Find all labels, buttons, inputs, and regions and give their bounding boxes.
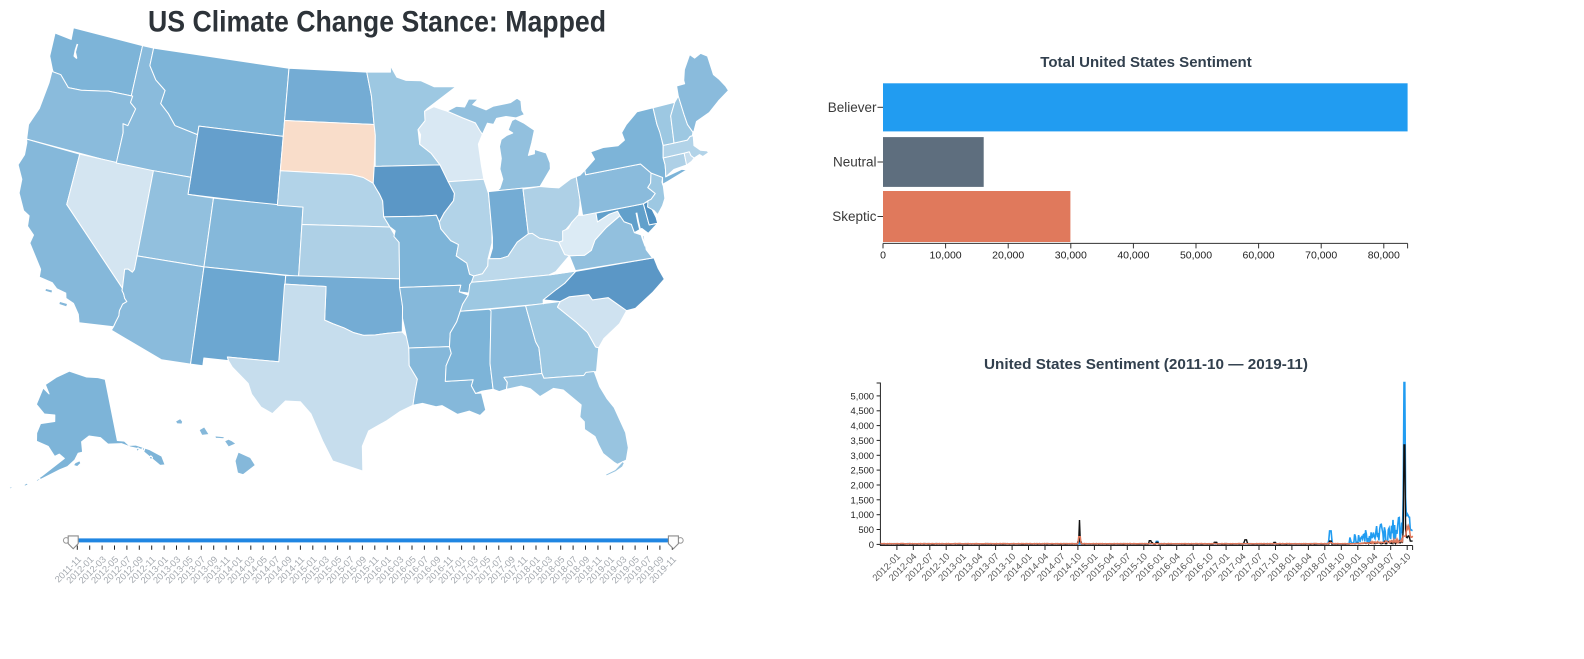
- svg-text:Neutral: Neutral: [833, 155, 877, 170]
- svg-text:500: 500: [858, 524, 874, 535]
- svg-text:3,500: 3,500: [851, 435, 874, 446]
- svg-text:70,000: 70,000: [1305, 250, 1337, 262]
- svg-text:80,000: 80,000: [1368, 250, 1400, 262]
- svg-text:0: 0: [880, 250, 886, 262]
- svg-text:1,000: 1,000: [851, 509, 874, 520]
- svg-text:20,000: 20,000: [992, 250, 1024, 262]
- svg-text:5,000: 5,000: [851, 390, 874, 401]
- svg-text:United States Sentiment (2011-: United States Sentiment (2011-10 — 2019-…: [984, 356, 1308, 373]
- svg-text:Believer: Believer: [828, 100, 877, 115]
- svg-text:10,000: 10,000: [930, 250, 962, 262]
- svg-text:2,500: 2,500: [851, 465, 874, 476]
- svg-text:Total United States Sentiment: Total United States Sentiment: [1040, 54, 1251, 71]
- svg-text:3,000: 3,000: [851, 450, 874, 461]
- svg-text:30,000: 30,000: [1055, 250, 1087, 262]
- svg-text:0: 0: [869, 539, 874, 550]
- svg-text:60,000: 60,000: [1243, 250, 1275, 262]
- svg-text:US Climate Change Stance: Mapp: US Climate Change Stance: Mapped: [148, 6, 606, 39]
- svg-text:1,500: 1,500: [851, 494, 874, 505]
- svg-text:4,000: 4,000: [851, 420, 874, 431]
- svg-text:40,000: 40,000: [1117, 250, 1149, 262]
- svg-text:50,000: 50,000: [1180, 250, 1212, 262]
- svg-text:Skeptic: Skeptic: [832, 209, 877, 224]
- svg-text:4,500: 4,500: [851, 405, 874, 416]
- svg-text:2,000: 2,000: [851, 480, 874, 491]
